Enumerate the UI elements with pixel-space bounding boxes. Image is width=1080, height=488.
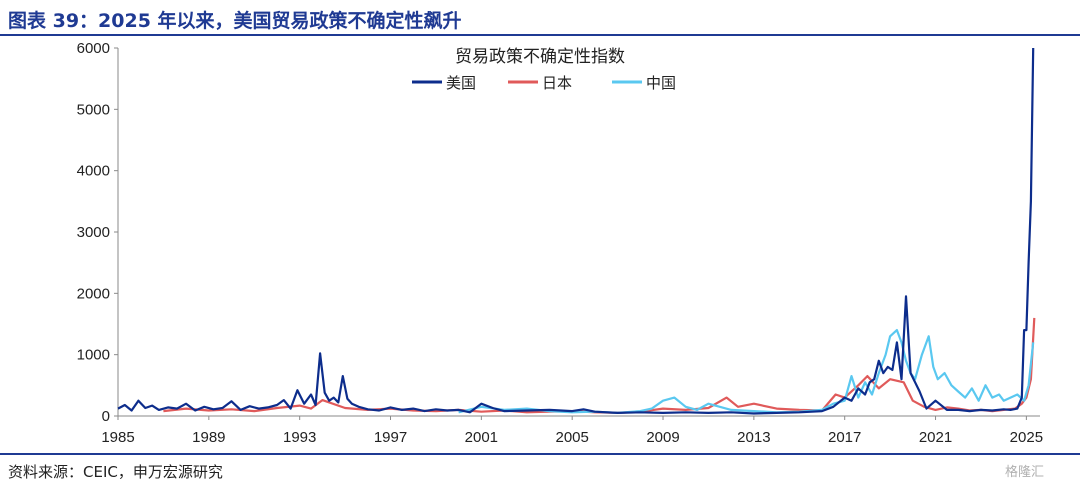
x-tick-label: 2009 <box>646 429 679 446</box>
chart-legend: 美国 日本 中国 <box>412 75 676 92</box>
legend-label-2: 中国 <box>646 75 676 92</box>
y-tick-label: 2000 <box>77 285 110 302</box>
x-tick-label: 2005 <box>555 429 588 446</box>
legend-label-0: 美国 <box>446 75 476 92</box>
footer-divider <box>0 453 1080 455</box>
source-note: 资料来源：CEIC，申万宏源研究 <box>8 463 223 481</box>
x-tick-label: 2021 <box>919 429 952 446</box>
watermark-logo: 格隆汇 <box>1005 465 1045 480</box>
figure-header: 图表 39：2025 年以来，美国贸易政策不确定性飙升 <box>0 0 1080 38</box>
header-divider <box>0 34 1080 36</box>
legend-label-1: 日本 <box>542 75 572 92</box>
x-tick-label: 1985 <box>101 429 134 446</box>
x-tick-label: 2013 <box>737 429 770 446</box>
figure-title: 图表 39：2025 年以来，美国贸易政策不确定性飙升 <box>8 10 462 32</box>
chart-title: 贸易政策不确定性指数 <box>455 47 625 66</box>
y-tick-label: 1000 <box>77 347 110 364</box>
series-line-2 <box>458 329 1035 414</box>
chart-axes: 0 1000 2000 3000 4000 5000 6000 1985 1989 1993 199… <box>77 40 1043 446</box>
y-tick-label: 3000 <box>77 224 110 241</box>
series-line-0 <box>117 47 1035 415</box>
y-tick-label: 0 <box>102 408 110 425</box>
x-tick-label: 1993 <box>283 429 316 446</box>
x-tick-label: 2017 <box>828 429 861 446</box>
x-tick-label: 1997 <box>374 429 407 446</box>
y-tick-label: 4000 <box>77 163 110 180</box>
chart-series-layer <box>117 47 1036 415</box>
y-tick-label: 6000 <box>77 40 110 57</box>
x-tick-label: 2001 <box>465 429 498 446</box>
x-tick-label: 2025 <box>1010 429 1043 446</box>
y-tick-label: 5000 <box>77 101 110 118</box>
trade-policy-uncertainty-chart: 0 1000 2000 3000 4000 5000 6000 1985 1989 1993 199… <box>77 40 1043 446</box>
x-tick-label: 1989 <box>192 429 225 446</box>
